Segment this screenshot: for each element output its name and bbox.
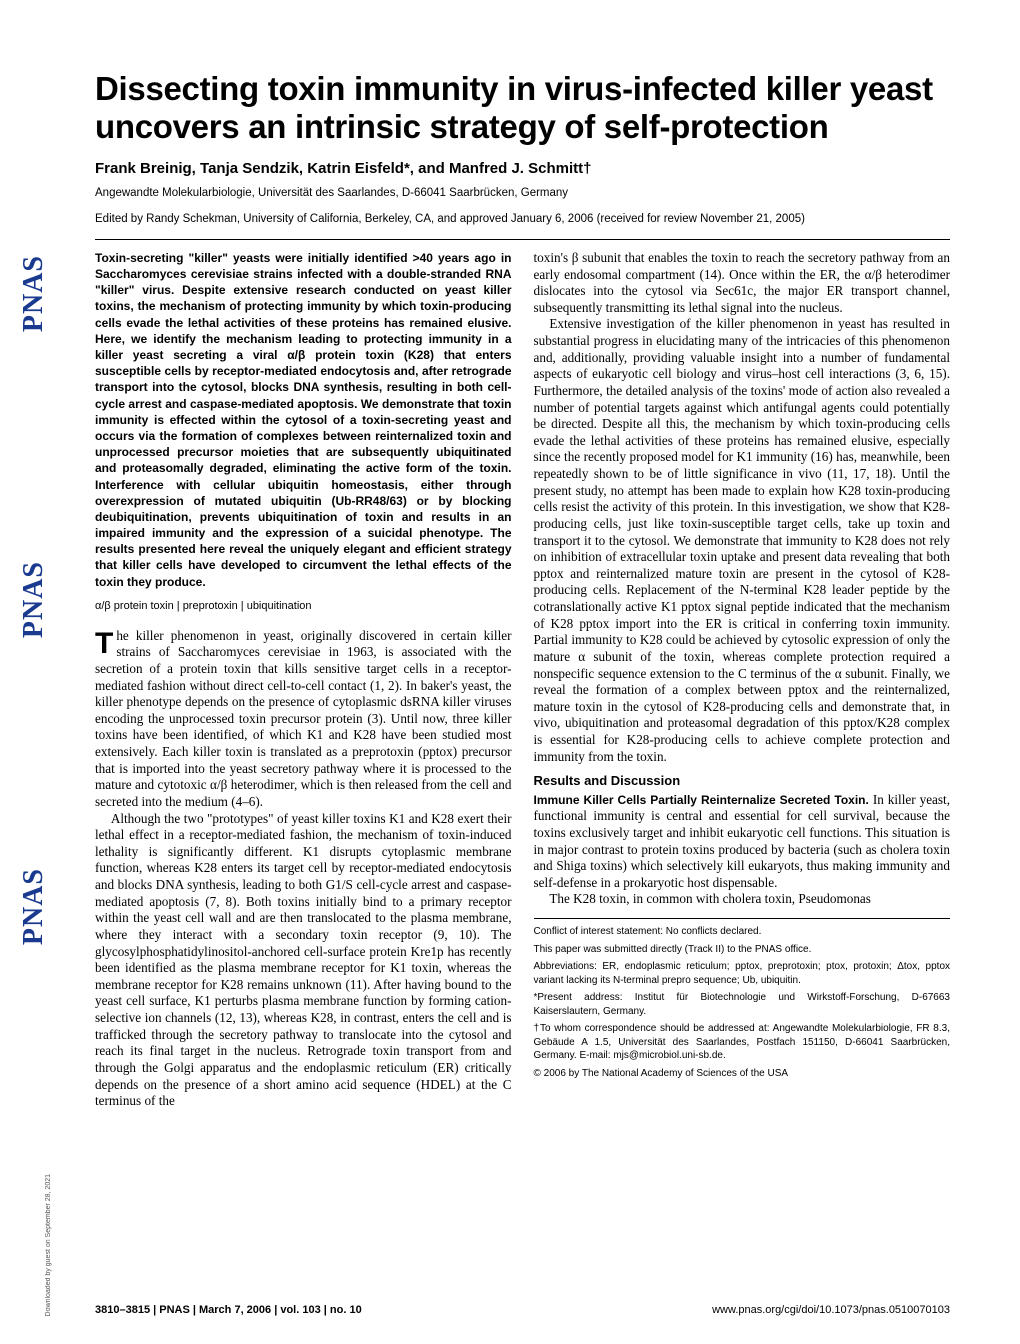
body-para-5: Immune Killer Cells Partially Reinternal… <box>534 792 951 892</box>
body-para-3: toxin's β subunit that enables the toxin… <box>534 250 951 317</box>
footnote-conflict: Conflict of interest statement: No confl… <box>534 925 951 939</box>
abstract: Toxin-secreting "killer" yeasts were ini… <box>95 250 512 590</box>
footer-right: www.pnas.org/cgi/doi/10.1073/pnas.051007… <box>712 1304 950 1316</box>
top-rule <box>95 239 950 240</box>
page-footer: 3810–3815 | PNAS | March 7, 2006 | vol. … <box>95 1304 950 1316</box>
pnas-logo: PNAS <box>18 561 56 638</box>
pnas-logo: PNAS <box>18 255 56 332</box>
results-heading: Results and Discussion <box>534 773 951 789</box>
footnotes: Conflict of interest statement: No confl… <box>534 925 951 1080</box>
footer-left: 3810–3815 | PNAS | March 7, 2006 | vol. … <box>95 1304 362 1316</box>
footnote-correspond: †To whom correspondence should be addres… <box>534 1022 951 1063</box>
affiliation: Angewandte Molekularbiologie, Universitä… <box>95 187 950 199</box>
body-para-4: Extensive investigation of the killer ph… <box>534 316 951 765</box>
footnote-address: *Present address: Institut für Biotechno… <box>534 991 951 1018</box>
body-para-1: The killer phenomenon in yeast, original… <box>95 628 512 811</box>
pnas-logo: PNAS <box>18 868 56 945</box>
footnote-rule <box>534 918 951 919</box>
body-para-2: Although the two "prototypes" of yeast k… <box>95 811 512 1110</box>
subheading-1: Immune Killer Cells Partially Reinternal… <box>534 793 869 807</box>
footnote-copyright: © 2006 by The National Academy of Scienc… <box>534 1067 951 1081</box>
body-para-6: The K28 toxin, in common with cholera to… <box>534 891 951 908</box>
two-column-body: Toxin-secreting "killer" yeasts were ini… <box>95 250 950 1110</box>
footnote-abbrev: Abbreviations: ER, endoplasmic reticulum… <box>534 960 951 987</box>
article-title: Dissecting toxin immunity in virus-infec… <box>95 70 950 146</box>
pnas-sidebar: PNAS PNAS PNAS <box>18 140 56 1060</box>
keywords: α/β protein toxin | preprotoxin | ubiqui… <box>95 600 512 614</box>
download-note: Downloaded by guest on September 28, 202… <box>45 1174 52 1316</box>
page-content: Dissecting toxin immunity in virus-infec… <box>95 70 950 1110</box>
footnote-track: This paper was submitted directly (Track… <box>534 943 951 957</box>
edited-by: Edited by Randy Schekman, University of … <box>95 213 950 225</box>
authors: Frank Breinig, Tanja Sendzik, Katrin Eis… <box>95 160 950 177</box>
